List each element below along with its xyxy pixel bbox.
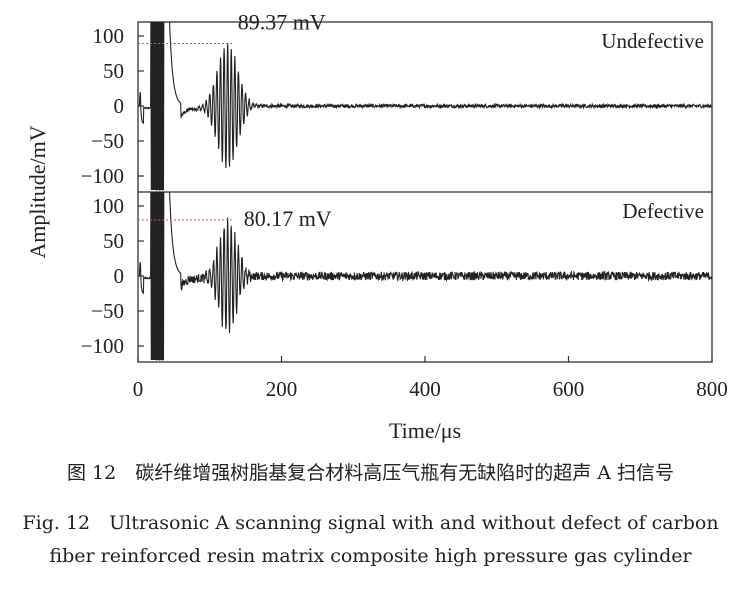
y-tick-label: 0	[114, 94, 125, 118]
y-tick-label: 50	[103, 229, 124, 253]
y-tick-label: 50	[103, 59, 124, 83]
y-tick-label: −50	[91, 129, 124, 153]
figure-caption-chinese: 图 12 碳纤维增强树脂基复合材料高压气瓶有无缺陷时的超声 A 扫信号	[66, 462, 675, 484]
signal-line	[138, 22, 712, 191]
y-axis-label: Amplitude/mV	[25, 125, 50, 258]
y-tick-label: 100	[93, 24, 125, 48]
panel-undefective: 100 50 0 −50 −100 89.37 mV Undefective	[81, 9, 712, 191]
figure-caption-english-line-1: Fig. 12 Ultrasonic A scanning signal wit…	[22, 512, 719, 534]
peak-annotation: 89.37 mV	[238, 9, 326, 34]
y-tick-label: −100	[81, 334, 124, 358]
x-axis: 0 200 400 600 800	[133, 356, 728, 401]
y-tick-label: −50	[91, 299, 124, 323]
y-tick-label: −100	[81, 164, 124, 188]
peak-annotation: 80.17 mV	[244, 206, 332, 231]
x-tick-label: 800	[696, 377, 728, 401]
x-tick-label: 200	[266, 377, 298, 401]
y-tick-label: 0	[114, 264, 125, 288]
x-tick-label: 600	[553, 377, 585, 401]
x-tick-label: 400	[409, 377, 441, 401]
y-tick-label: 100	[93, 194, 125, 218]
panel-name-label: Defective	[622, 199, 704, 223]
panel-name-label: Undefective	[601, 29, 704, 53]
panel-defective: 100 50 0 −50 −100 80.17 mV Defective	[81, 192, 712, 361]
signal-line	[138, 192, 712, 361]
figure-caption-english-line-2: fiber reinforced resin matrix composite …	[49, 545, 692, 567]
x-axis-label: Time/μs	[389, 418, 461, 443]
x-tick-label: 0	[133, 377, 144, 401]
